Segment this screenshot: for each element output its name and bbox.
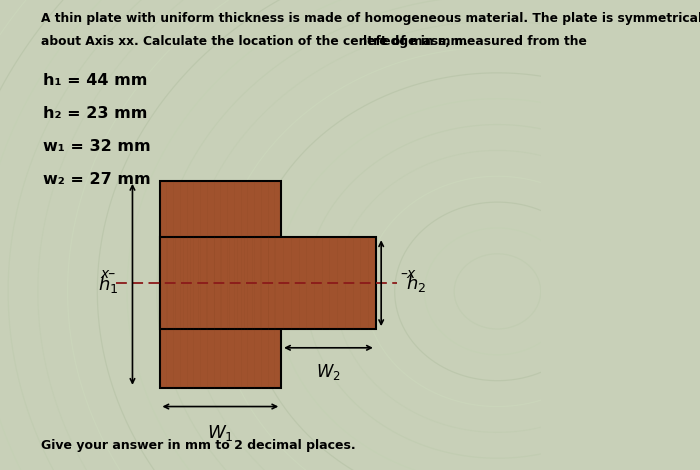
Text: h₂ = 23 mm: h₂ = 23 mm — [43, 106, 148, 121]
Bar — [160, 237, 376, 329]
Text: edge in mm.: edge in mm. — [378, 35, 468, 48]
Text: Give your answer in mm to 2 decimal places.: Give your answer in mm to 2 decimal plac… — [41, 439, 355, 452]
Text: h₁ = 44 mm: h₁ = 44 mm — [43, 73, 148, 88]
Text: $h_2$: $h_2$ — [405, 273, 426, 294]
Text: $h_1$: $h_1$ — [98, 274, 118, 295]
Text: w₂ = 27 mm: w₂ = 27 mm — [43, 172, 151, 187]
Text: x–: x– — [100, 267, 116, 281]
Text: –x: –x — [400, 267, 415, 281]
Text: $W_1$: $W_1$ — [207, 423, 234, 443]
Text: left: left — [363, 35, 386, 48]
Text: w₁ = 32 mm: w₁ = 32 mm — [43, 139, 151, 154]
Text: A thin plate with uniform thickness is made of homogeneous material. The plate i: A thin plate with uniform thickness is m… — [41, 12, 700, 25]
Text: $W_2$: $W_2$ — [316, 362, 341, 382]
Bar — [160, 181, 281, 388]
Text: about Axis xx. Calculate the location of the centre of mass, measured from the: about Axis xx. Calculate the location of… — [41, 35, 591, 48]
